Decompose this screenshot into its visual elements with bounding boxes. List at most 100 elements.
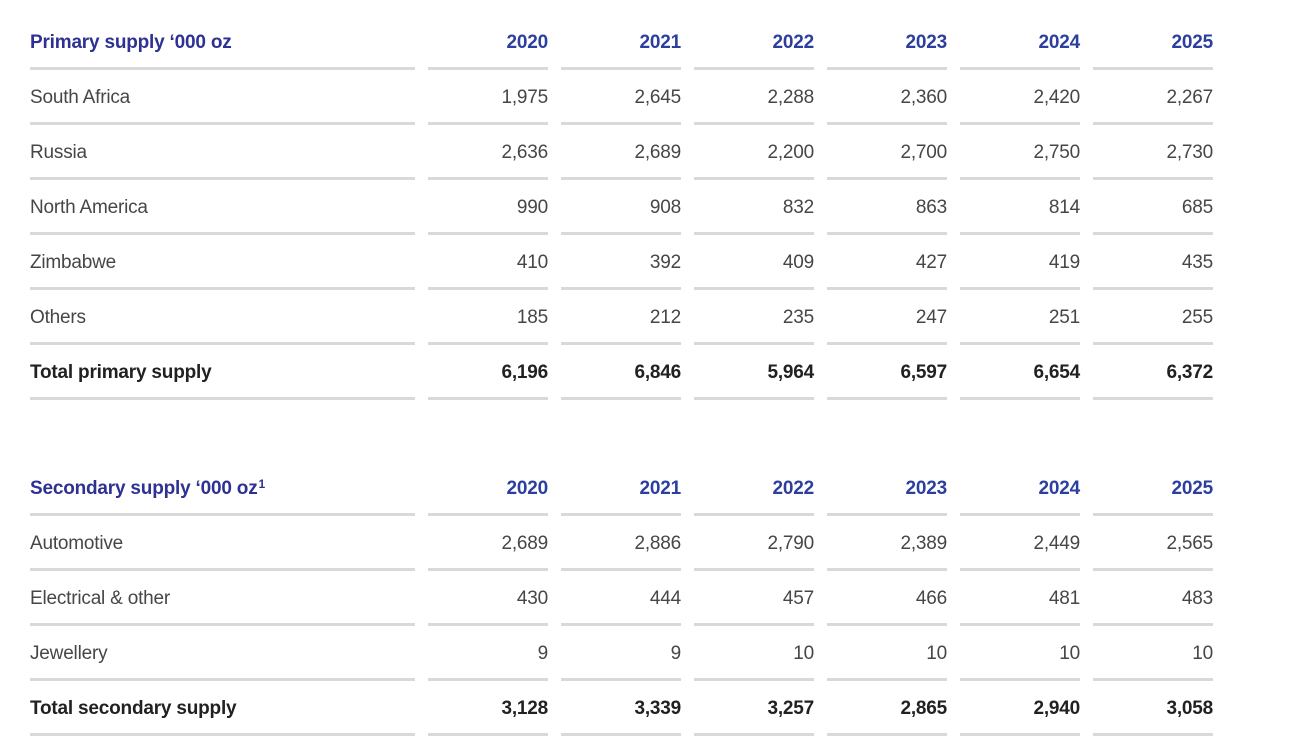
row-value: 235 [694, 290, 814, 345]
row-value: 814 [960, 180, 1080, 235]
row-value: 2,689 [428, 516, 548, 571]
row-label: Zimbabwe [30, 235, 415, 290]
row-value: 410 [428, 235, 548, 290]
total-row-value: 6,597 [827, 345, 947, 400]
total-row-value: 3,128 [428, 681, 548, 736]
row-value: 392 [561, 235, 681, 290]
year-header-2024: 2024 [960, 461, 1080, 516]
row-value: 10 [694, 626, 814, 681]
row-value: 990 [428, 180, 548, 235]
year-header-2022: 2022 [694, 15, 814, 70]
row-value: 2,750 [960, 125, 1080, 180]
year-header-2025: 2025 [1093, 15, 1213, 70]
year-header-2022: 2022 [694, 461, 814, 516]
row-label: Russia [30, 125, 415, 180]
table-row-electrical-other: Electrical & other 430 444 457 466 481 4… [30, 571, 1213, 626]
row-value: 9 [428, 626, 548, 681]
row-value: 212 [561, 290, 681, 345]
row-value: 2,645 [561, 70, 681, 125]
total-row-value: 2,940 [960, 681, 1080, 736]
row-value: 2,200 [694, 125, 814, 180]
row-label: South Africa [30, 70, 415, 125]
row-value: 435 [1093, 235, 1213, 290]
total-row-value: 2,865 [827, 681, 947, 736]
table-row-north-america: North America 990 908 832 863 814 685 [30, 180, 1213, 235]
row-value: 251 [960, 290, 1080, 345]
row-value: 409 [694, 235, 814, 290]
year-header-2020: 2020 [428, 15, 548, 70]
row-value: 430 [428, 571, 548, 626]
row-value: 685 [1093, 180, 1213, 235]
year-header-2021: 2021 [561, 15, 681, 70]
year-header-2020: 2020 [428, 461, 548, 516]
row-value: 10 [1093, 626, 1213, 681]
table-total-row-secondary: Total secondary supply 3,128 3,339 3,257… [30, 681, 1213, 736]
row-value: 2,420 [960, 70, 1080, 125]
row-value: 483 [1093, 571, 1213, 626]
total-row-value: 5,964 [694, 345, 814, 400]
row-value: 2,700 [827, 125, 947, 180]
table-total-row-primary: Total primary supply 6,196 6,846 5,964 6… [30, 345, 1213, 400]
row-value: 419 [960, 235, 1080, 290]
total-row-value: 3,257 [694, 681, 814, 736]
total-row-label: Total secondary supply [30, 681, 415, 736]
table-header-row: Primary supply ‘000 oz 2020 2021 2022 20… [30, 15, 1213, 70]
row-value: 908 [561, 180, 681, 235]
primary-supply-title-text: Primary supply ‘000 oz [30, 32, 232, 53]
table-row-russia: Russia 2,636 2,689 2,200 2,700 2,750 2,7… [30, 125, 1213, 180]
total-row-value: 3,058 [1093, 681, 1213, 736]
row-value: 255 [1093, 290, 1213, 345]
row-value: 2,636 [428, 125, 548, 180]
table-row-jewellery: Jewellery 9 9 10 10 10 10 [30, 626, 1213, 681]
row-label: Jewellery [30, 626, 415, 681]
row-label: Others [30, 290, 415, 345]
row-value: 444 [561, 571, 681, 626]
table-row-automotive: Automotive 2,689 2,886 2,790 2,389 2,449… [30, 516, 1213, 571]
row-value: 10 [827, 626, 947, 681]
total-row-value: 6,196 [428, 345, 548, 400]
secondary-supply-table: Secondary supply ‘000 oz1 2020 2021 2022… [30, 461, 1213, 736]
total-row-label: Total primary supply [30, 345, 415, 400]
total-row-value: 6,654 [960, 345, 1080, 400]
row-value: 427 [827, 235, 947, 290]
row-value: 9 [561, 626, 681, 681]
row-label: Electrical & other [30, 571, 415, 626]
table-row-south-africa: South Africa 1,975 2,645 2,288 2,360 2,4… [30, 70, 1213, 125]
footnote-superscript: 1 [258, 477, 266, 491]
row-value: 247 [827, 290, 947, 345]
row-value: 2,360 [827, 70, 947, 125]
row-value: 2,689 [561, 125, 681, 180]
year-header-2025: 2025 [1093, 461, 1213, 516]
row-value: 2,449 [960, 516, 1080, 571]
row-value: 457 [694, 571, 814, 626]
row-value: 2,389 [827, 516, 947, 571]
row-value: 1,975 [428, 70, 548, 125]
row-value: 2,790 [694, 516, 814, 571]
row-value: 2,288 [694, 70, 814, 125]
year-header-2024: 2024 [960, 15, 1080, 70]
row-value: 2,267 [1093, 70, 1213, 125]
total-row-value: 6,846 [561, 345, 681, 400]
row-value: 863 [827, 180, 947, 235]
total-row-value: 6,372 [1093, 345, 1213, 400]
row-value: 481 [960, 571, 1080, 626]
table-header-row: Secondary supply ‘000 oz1 2020 2021 2022… [30, 461, 1213, 516]
primary-supply-title: Primary supply ‘000 oz [30, 15, 415, 70]
primary-supply-table: Primary supply ‘000 oz 2020 2021 2022 20… [30, 15, 1213, 400]
row-value: 185 [428, 290, 548, 345]
row-value: 832 [694, 180, 814, 235]
row-label: Automotive [30, 516, 415, 571]
secondary-supply-title: Secondary supply ‘000 oz1 [30, 461, 415, 516]
row-value: 466 [827, 571, 947, 626]
table-row-others: Others 185 212 235 247 251 255 [30, 290, 1213, 345]
row-value: 2,565 [1093, 516, 1213, 571]
table-row-zimbabwe: Zimbabwe 410 392 409 427 419 435 [30, 235, 1213, 290]
total-row-value: 3,339 [561, 681, 681, 736]
row-value: 2,730 [1093, 125, 1213, 180]
row-value: 2,886 [561, 516, 681, 571]
row-label: North America [30, 180, 415, 235]
year-header-2023: 2023 [827, 15, 947, 70]
secondary-supply-title-text: Secondary supply ‘000 oz [30, 478, 258, 499]
year-header-2023: 2023 [827, 461, 947, 516]
